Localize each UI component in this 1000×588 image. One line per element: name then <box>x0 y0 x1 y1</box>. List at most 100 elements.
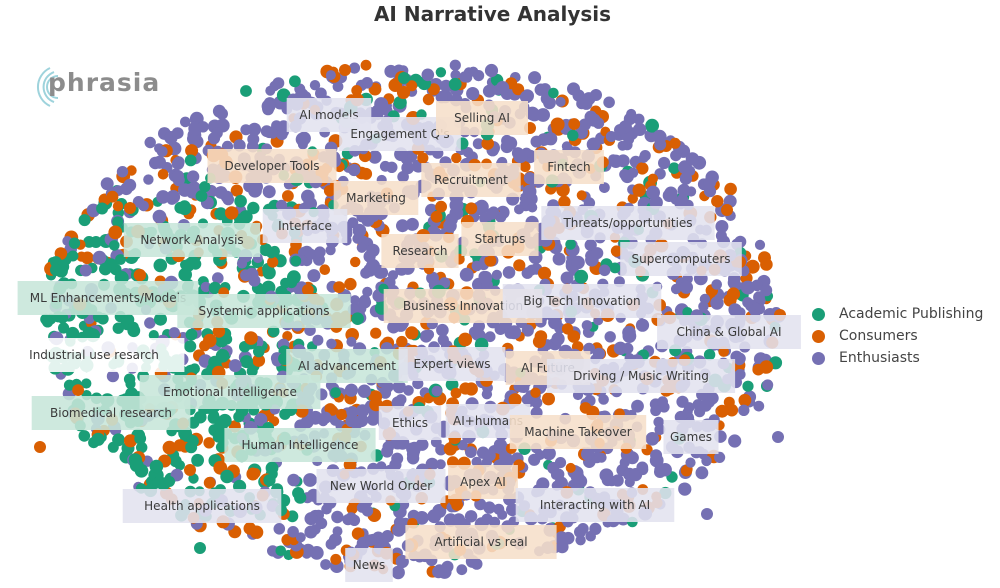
scatter-point[interactable] <box>265 461 279 475</box>
cluster-label[interactable]: Health applications <box>122 489 282 523</box>
scatter-point[interactable] <box>530 135 543 148</box>
scatter-point[interactable] <box>679 172 693 185</box>
scatter-point[interactable] <box>760 284 773 297</box>
scatter-point[interactable] <box>309 80 321 91</box>
scatter-point[interactable] <box>544 132 558 146</box>
scatter-point[interactable] <box>392 380 406 394</box>
scatter-point[interactable] <box>289 75 301 88</box>
scatter-point[interactable] <box>112 433 125 447</box>
scatter-point[interactable] <box>203 476 216 489</box>
scatter-point[interactable] <box>658 156 671 170</box>
scatter-point[interactable] <box>106 370 119 383</box>
scatter-point[interactable] <box>381 380 394 393</box>
scatter-point[interactable] <box>401 161 415 175</box>
scatter-point[interactable] <box>441 560 454 573</box>
cluster-label[interactable]: Interacting with AI <box>515 488 675 522</box>
scatter-point[interactable] <box>406 80 418 92</box>
cluster-label[interactable]: Games <box>663 420 719 454</box>
scatter-point[interactable] <box>550 117 565 132</box>
scatter-point[interactable] <box>631 399 644 413</box>
scatter-point[interactable] <box>484 254 497 267</box>
scatter-point[interactable] <box>136 441 148 454</box>
scatter-point[interactable] <box>437 334 449 346</box>
scatter-point[interactable] <box>448 77 462 91</box>
scatter-point[interactable] <box>622 342 634 354</box>
cluster-label[interactable]: Machine Takeover <box>509 415 647 449</box>
scatter-point[interactable] <box>605 131 617 142</box>
scatter-point[interactable] <box>677 183 691 197</box>
cluster-label[interactable]: Fintech <box>534 150 604 184</box>
scatter-point[interactable] <box>521 324 534 337</box>
scatter-point[interactable] <box>225 206 239 220</box>
scatter-point[interactable] <box>586 137 601 152</box>
scatter-point[interactable] <box>314 246 326 258</box>
scatter-point[interactable] <box>565 462 576 473</box>
scatter-point[interactable] <box>144 136 156 149</box>
scatter-point[interactable] <box>356 502 368 513</box>
scatter-point[interactable] <box>451 152 462 164</box>
scatter-point[interactable] <box>214 207 228 221</box>
cluster-label[interactable]: Biomedical research <box>31 396 191 430</box>
scatter-point[interactable] <box>391 565 405 580</box>
scatter-point[interactable] <box>459 267 474 282</box>
scatter-point[interactable] <box>307 269 321 283</box>
cluster-label[interactable]: Selling AI <box>436 101 528 135</box>
scatter-point[interactable] <box>534 330 548 343</box>
scatter-point[interactable] <box>106 190 119 203</box>
scatter-point[interactable] <box>506 503 519 517</box>
scatter-point[interactable] <box>552 252 566 266</box>
scatter-point[interactable] <box>657 396 668 408</box>
scatter-point[interactable] <box>558 195 571 209</box>
cluster-label[interactable]: Threats/opportunities <box>541 206 715 240</box>
scatter-point[interactable] <box>112 216 124 228</box>
scatter-point[interactable] <box>212 104 226 118</box>
scatter-point[interactable] <box>309 546 324 560</box>
scatter-point[interactable] <box>586 114 598 126</box>
scatter-point[interactable] <box>168 327 180 339</box>
scatter-point[interactable] <box>721 204 733 216</box>
scatter-point[interactable] <box>646 185 660 200</box>
scatter-point[interactable] <box>96 202 109 215</box>
scatter-point[interactable] <box>185 328 198 341</box>
scatter-point[interactable] <box>186 170 200 183</box>
scatter-point[interactable] <box>542 446 556 461</box>
scatter-point[interactable] <box>599 182 610 194</box>
scatter-point[interactable] <box>698 301 709 312</box>
scatter-point[interactable] <box>427 509 442 524</box>
scatter-point[interactable] <box>608 154 619 165</box>
cluster-label[interactable]: Emotional intelligence <box>139 375 321 409</box>
scatter-point[interactable] <box>91 432 105 446</box>
scatter-point[interactable] <box>100 177 114 191</box>
scatter-point[interactable] <box>471 260 483 272</box>
scatter-point[interactable] <box>609 262 621 274</box>
scatter-point[interactable] <box>392 523 406 537</box>
scatter-point[interactable] <box>537 266 552 280</box>
scatter-point[interactable] <box>212 325 226 338</box>
scatter-point[interactable] <box>120 182 133 196</box>
scatter-point[interactable] <box>574 526 586 538</box>
scatter-point[interactable] <box>724 182 737 196</box>
scatter-point[interactable] <box>403 385 414 396</box>
scatter-point[interactable] <box>484 63 499 78</box>
scatter-point[interactable] <box>435 200 447 213</box>
scatter-point[interactable] <box>483 501 496 514</box>
scatter-point[interactable] <box>464 510 478 523</box>
scatter-point[interactable] <box>725 403 739 417</box>
scatter-point[interactable] <box>485 207 499 220</box>
scatter-point[interactable] <box>459 382 472 395</box>
scatter-point[interactable] <box>116 166 129 178</box>
scatter-point[interactable] <box>79 264 92 277</box>
scatter-point[interactable] <box>521 394 533 405</box>
scatter-point[interactable] <box>406 452 420 465</box>
scatter-point[interactable] <box>507 325 522 340</box>
scatter-point[interactable] <box>243 522 257 535</box>
scatter-point[interactable] <box>703 349 716 361</box>
scatter-point[interactable] <box>273 523 286 535</box>
scatter-point[interactable] <box>72 384 84 396</box>
scatter-point[interactable] <box>711 279 722 290</box>
scatter-point[interactable] <box>172 170 184 182</box>
scatter-point[interactable] <box>636 461 649 474</box>
scatter-point[interactable] <box>320 559 331 570</box>
scatter-point[interactable] <box>92 250 107 265</box>
scatter-point[interactable] <box>297 131 311 146</box>
